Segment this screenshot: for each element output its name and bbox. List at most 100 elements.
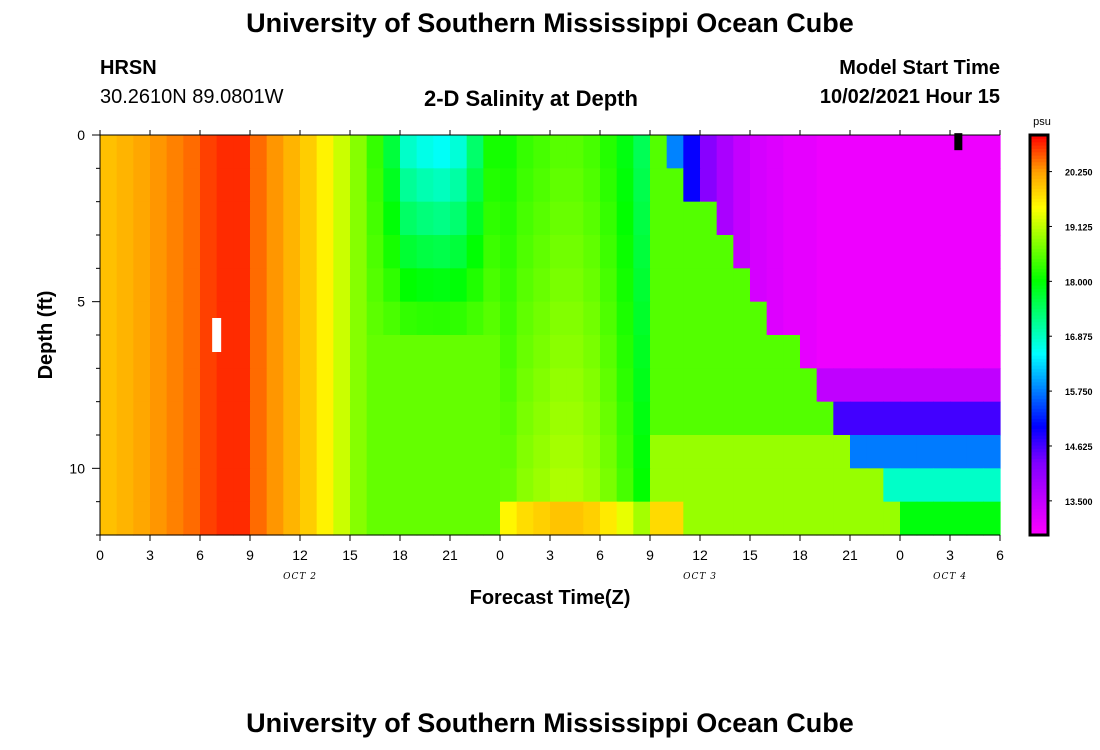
- colorbar-segment: [1030, 298, 1048, 303]
- heatmap-cell: [300, 235, 318, 269]
- heatmap-cell: [250, 501, 268, 536]
- colorbar-segment: [1030, 275, 1048, 279]
- x-tick-label: 3: [546, 547, 554, 563]
- heatmap-cell: [733, 335, 751, 369]
- heatmap-cell: [850, 435, 868, 469]
- heatmap-cell: [466, 401, 484, 436]
- heatmap-cell: [266, 201, 284, 236]
- colorbar-segment: [1030, 251, 1048, 256]
- heatmap-cell: [866, 235, 884, 269]
- heatmap-cell: [883, 368, 901, 403]
- x-tick-label: 3: [146, 547, 154, 563]
- heatmap-cell: [983, 135, 1001, 169]
- colorbar-segment: [1030, 145, 1048, 149]
- heatmap-cell: [366, 435, 384, 469]
- colorbar-segment: [1030, 221, 1048, 226]
- heatmap-cell: [233, 501, 251, 536]
- heatmap-cell: [483, 235, 501, 269]
- heatmap-cell: [950, 335, 968, 369]
- heatmap-cell: [350, 368, 368, 403]
- colorbar-segment: [1030, 195, 1048, 199]
- heatmap-cell: [166, 135, 184, 169]
- heatmap-cell: [950, 135, 968, 169]
- heatmap-cell: [583, 468, 601, 503]
- x-tick-label: 21: [442, 547, 458, 563]
- heatmap-cell: [900, 468, 918, 503]
- heatmap-cell: [750, 501, 768, 536]
- heatmap-cell: [600, 335, 618, 369]
- heatmap-cell: [316, 435, 334, 469]
- heatmap-cell: [833, 235, 851, 269]
- heatmap-cell: [916, 368, 934, 403]
- heatmap-cell: [200, 368, 218, 403]
- colorbar-segment: [1030, 225, 1048, 229]
- heatmap-cell: [383, 368, 401, 403]
- colorbar-segment: [1030, 338, 1048, 343]
- heatmap-cell: [483, 268, 501, 303]
- colorbar-segment: [1030, 218, 1048, 223]
- heatmap-cell: [950, 501, 968, 536]
- station-coordinates: 30.2610N 89.0801W: [100, 86, 284, 108]
- heatmap-cell: [366, 501, 384, 536]
- black-marker: [954, 133, 963, 151]
- heatmap-cell: [183, 401, 201, 436]
- model-start-value: 10/02/2021 Hour 15: [819, 86, 1000, 108]
- colorbar-segment: [1030, 425, 1048, 429]
- heatmap-cell: [883, 168, 901, 203]
- heatmap-cell: [700, 401, 718, 436]
- heatmap-cell: [700, 135, 718, 169]
- heatmap-cell: [250, 268, 268, 303]
- heatmap-cell: [150, 168, 168, 203]
- heatmap-cell: [983, 368, 1001, 403]
- colorbar-segment: [1030, 148, 1048, 153]
- heatmap-cell: [983, 168, 1001, 203]
- y-axis-title: Depth (ft): [35, 291, 57, 380]
- heatmap-cell: [650, 268, 668, 303]
- colorbar-segment: [1030, 188, 1048, 193]
- heatmap-cell: [216, 401, 234, 436]
- colorbar-segment: [1030, 418, 1048, 423]
- heatmap-cell: [466, 235, 484, 269]
- heatmap-cell: [466, 268, 484, 303]
- colorbar-segment: [1030, 371, 1048, 376]
- heatmap-cell: [966, 401, 984, 436]
- heatmap-cell: [966, 468, 984, 503]
- heatmap-cell: [566, 501, 584, 536]
- heatmap-cell: [500, 468, 518, 503]
- heatmap-cell: [600, 468, 618, 503]
- heatmap-cell: [316, 335, 334, 369]
- colorbar-segment: [1030, 415, 1048, 419]
- heatmap-cell: [616, 435, 634, 469]
- heatmap-cell: [866, 335, 884, 369]
- colorbar-segment: [1030, 475, 1048, 479]
- heatmap-cell: [666, 201, 684, 236]
- heatmap-cell: [516, 235, 534, 269]
- heatmap-cell: [350, 168, 368, 203]
- heatmap-cell: [783, 368, 801, 403]
- heatmap-cell: [733, 235, 751, 269]
- heatmap-cell: [283, 435, 301, 469]
- heatmap-cell: [366, 135, 384, 169]
- x-tick-label: 0: [896, 547, 904, 563]
- heatmap-cell: [866, 301, 884, 336]
- white-marker: [212, 318, 222, 352]
- heatmap-cell: [516, 135, 534, 169]
- heatmap-cell: [650, 368, 668, 403]
- heatmap-cell: [750, 435, 768, 469]
- heatmap-cell: [100, 135, 118, 169]
- heatmap-cell: [933, 235, 951, 269]
- heatmap-cell: [616, 501, 634, 536]
- heatmap-cell: [500, 235, 518, 269]
- heatmap-cell: [166, 401, 184, 436]
- heatmap-cell: [150, 335, 168, 369]
- heatmap-cell: [950, 401, 968, 436]
- heatmap-cell: [783, 135, 801, 169]
- heatmap-cell: [716, 368, 734, 403]
- heatmap-cell: [166, 501, 184, 536]
- heatmap-cell: [383, 501, 401, 536]
- colorbar-segment: [1030, 411, 1048, 416]
- heatmap-cell: [166, 468, 184, 503]
- heatmap-cell: [383, 401, 401, 436]
- heatmap-cell: [250, 468, 268, 503]
